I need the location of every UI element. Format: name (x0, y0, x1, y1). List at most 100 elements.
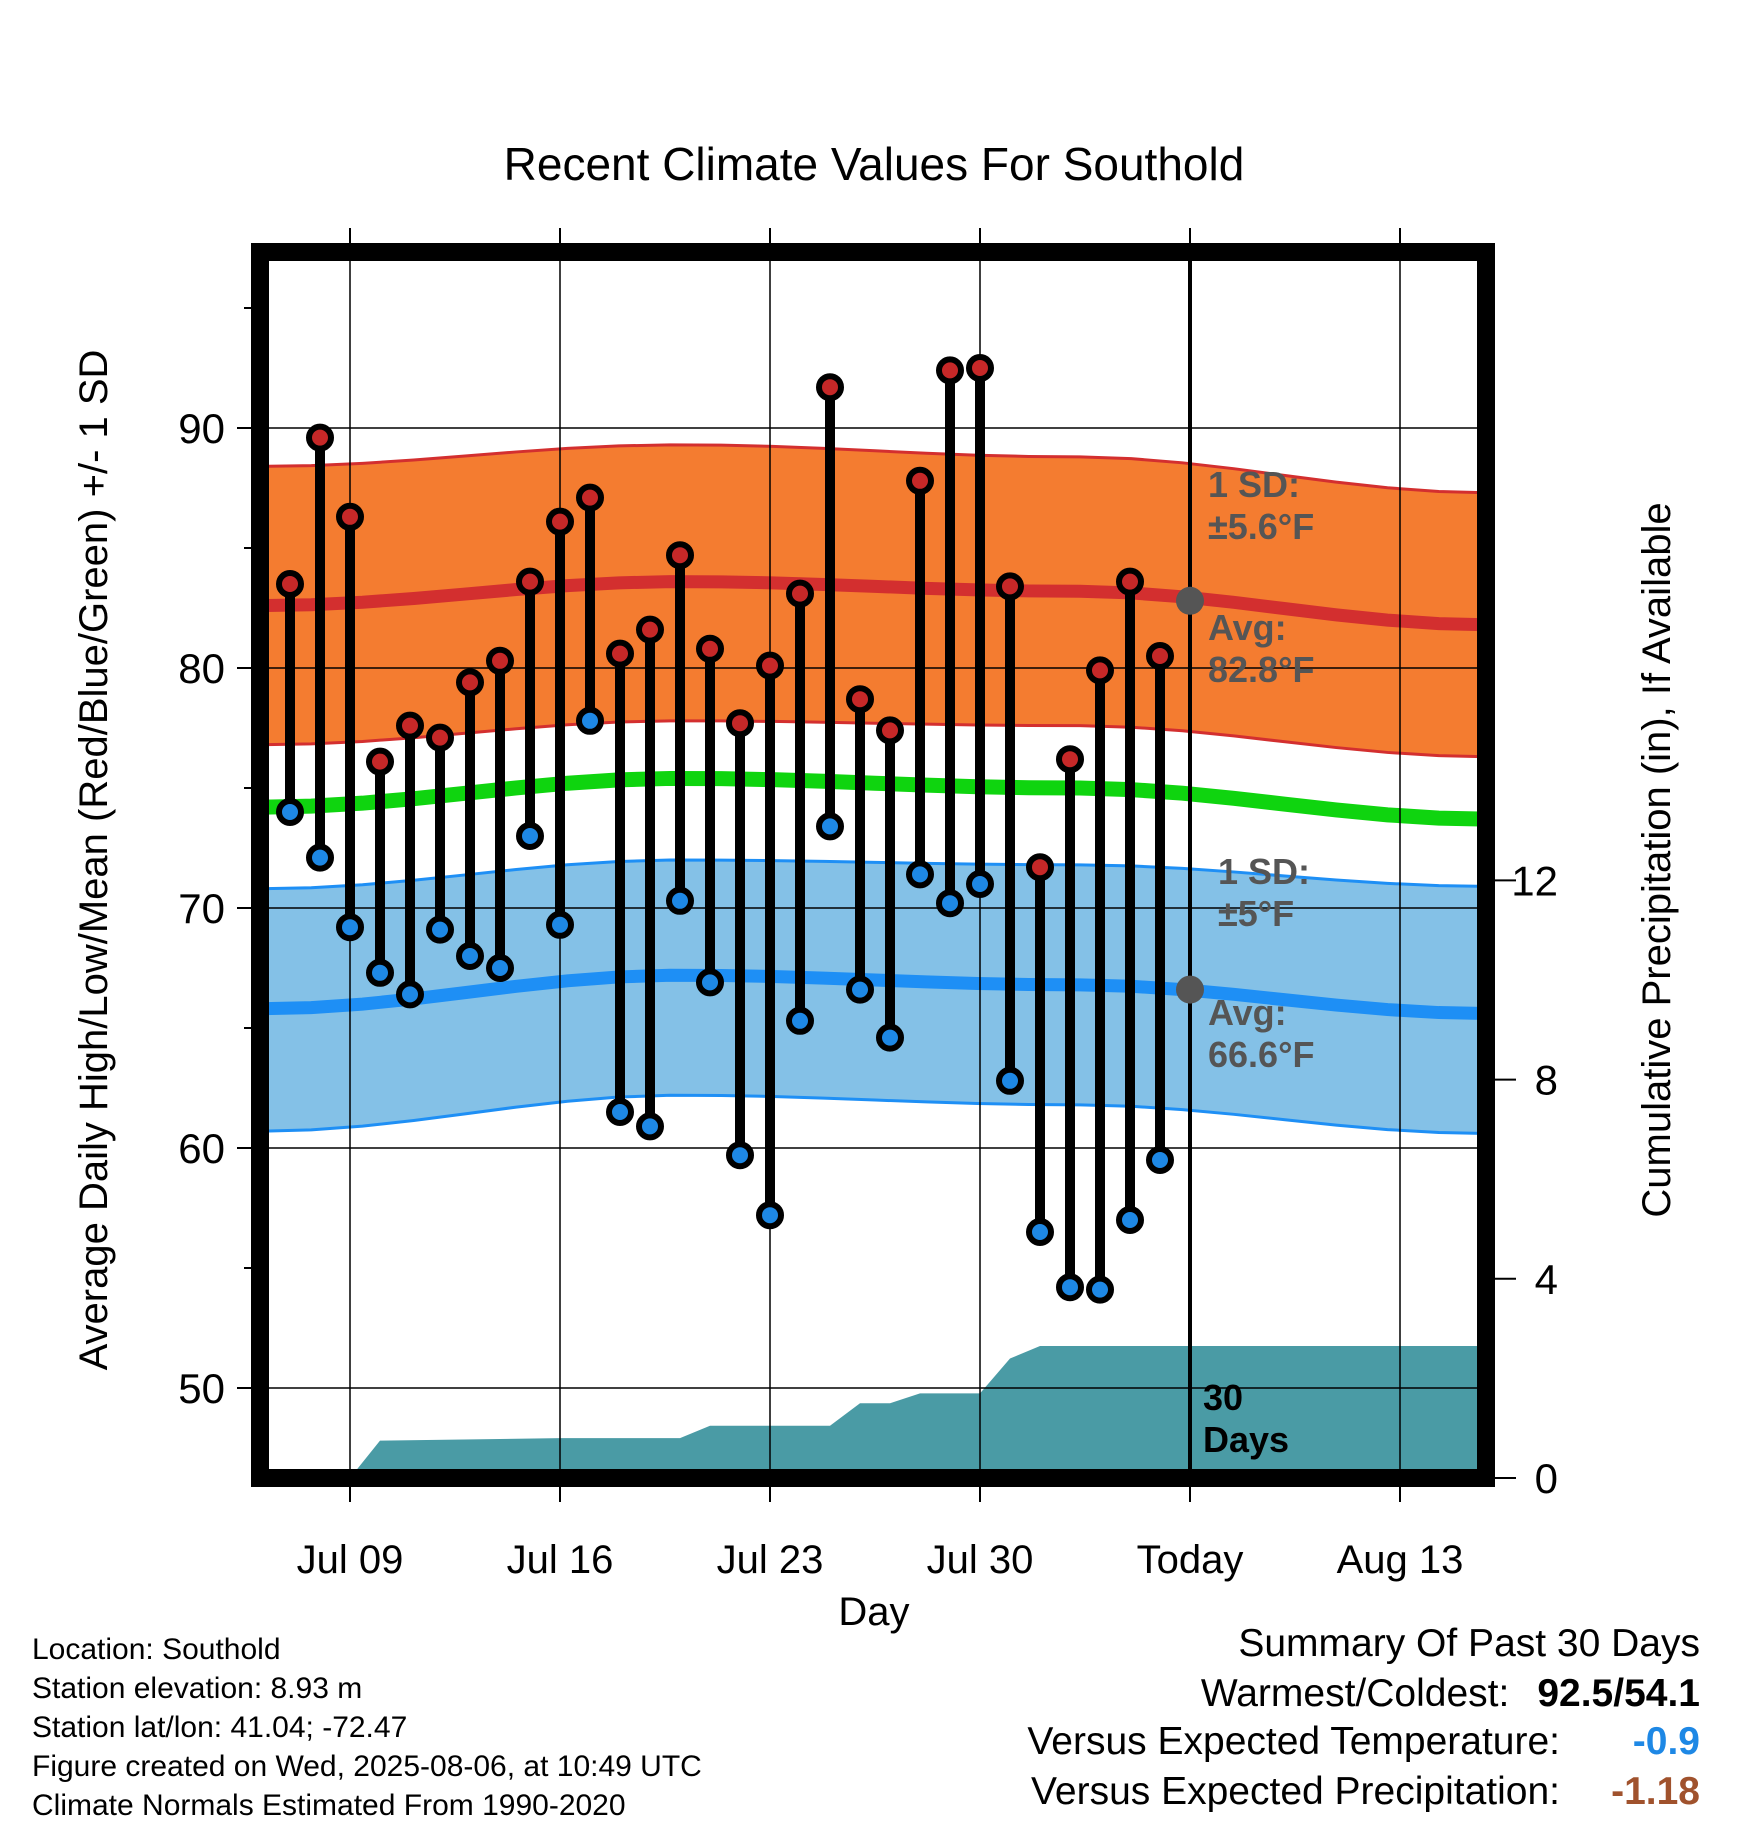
high-point (606, 639, 634, 668)
low-point (306, 843, 334, 872)
low-point (906, 860, 934, 889)
y-tick-label: 50 (178, 1365, 225, 1412)
summary-temp-value: -0.9 (1632, 1720, 1700, 1763)
high-point (306, 423, 334, 452)
low-sd-band-lower-edge (260, 1093, 1486, 1136)
y-tick-label: 80 (178, 645, 225, 692)
y-tick-label: 90 (178, 405, 225, 452)
days-label-1: Days (1203, 1419, 1289, 1460)
high-point (756, 651, 784, 680)
info-created: Figure created on Wed, 2025-08-06, at 10… (32, 1750, 702, 1783)
high-point (996, 572, 1024, 601)
high-point (1056, 745, 1084, 774)
low-point (486, 954, 514, 982)
x-tick-label: Jul 09 (297, 1538, 404, 1582)
info-normals: Climate Normals Estimated From 1990-2020 (32, 1789, 626, 1822)
low-sd-label-0: 1 SD: (1218, 851, 1310, 892)
summary-temp-label: Versus Expected Temperature: (1027, 1720, 1560, 1763)
summary-precip-label: Versus Expected Precipitation: (1031, 1770, 1560, 1813)
y2-axis-label: Cumulative Precipitation (in), If Availa… (1635, 502, 1679, 1217)
summary-warmest-value: 92.5/54.1 (1537, 1672, 1700, 1715)
info-location: Location: Southold (32, 1633, 281, 1666)
low-point (1056, 1273, 1084, 1302)
station-info: Location: Southold Station elevation: 8.… (32, 1630, 702, 1825)
low-avg-label-1: 66.6°F (1208, 1034, 1314, 1075)
low-point (696, 968, 724, 997)
low-point (936, 889, 964, 918)
low-point (396, 980, 424, 1009)
y2-tick-label: 8 (1535, 1057, 1558, 1104)
high-point (906, 466, 934, 495)
x-tick-label: Jul 30 (927, 1538, 1034, 1582)
high-point (876, 716, 904, 745)
low-point (636, 1112, 664, 1141)
plot-frame (251, 243, 1495, 1487)
low-point (336, 913, 364, 942)
high-sd-label-0: 1 SD: (1208, 464, 1300, 505)
low-point (576, 706, 604, 735)
low-point (456, 942, 484, 970)
low-point (966, 870, 994, 898)
high-point (486, 646, 514, 675)
info-latlon: Station lat/lon: 41.04; -72.47 (32, 1711, 408, 1744)
x-tick-label: Jul 16 (507, 1538, 614, 1582)
low-point (366, 958, 394, 987)
high-point (336, 502, 364, 531)
x-tick-label: Aug 13 (1337, 1538, 1464, 1582)
low-point (756, 1201, 784, 1230)
y-tick-label: 70 (178, 885, 225, 932)
high-point (516, 567, 544, 596)
high-sd-band-upper-edge (260, 443, 1486, 495)
high-point (276, 570, 304, 598)
high-point (1146, 642, 1174, 670)
high-point (426, 723, 454, 752)
high-point (846, 685, 874, 714)
today-low-avg-marker (1176, 975, 1204, 1004)
high-point (396, 711, 424, 740)
chart-title: Recent Climate Values For Southold (504, 138, 1245, 190)
low-avg-label-0: Avg: (1208, 992, 1287, 1033)
high-avg-label-1: 82.8°F (1208, 649, 1314, 690)
low-point (606, 1098, 634, 1126)
y2-tick-label: 0 (1535, 1455, 1558, 1502)
low-avg-line (260, 968, 1486, 1021)
y2-tick-label: 4 (1535, 1256, 1558, 1303)
low-point (726, 1141, 754, 1170)
summary-panel: Summary Of Past 30 Days Warmest/Coldest:… (940, 1622, 1700, 1822)
precipitation-area (260, 1346, 1486, 1478)
low-point (546, 910, 574, 939)
high-point (786, 579, 814, 608)
x-tick-label: Jul 23 (717, 1538, 824, 1582)
days-label-0: 30 (1203, 1377, 1243, 1418)
high-avg-line (260, 575, 1486, 632)
high-point (456, 668, 484, 697)
low-point (876, 1023, 904, 1052)
high-point (966, 354, 994, 382)
x-tick-label: Today (1137, 1538, 1244, 1582)
low-point (276, 798, 304, 826)
low-point (516, 822, 544, 850)
high-point (1116, 567, 1144, 596)
summary-title: Summary Of Past 30 Days (1238, 1622, 1700, 1665)
x-axis-label: Day (838, 1590, 909, 1634)
y2-tick-label: 12 (1511, 857, 1558, 904)
high-point (666, 541, 694, 570)
high-point (636, 615, 664, 644)
low-point (786, 1006, 814, 1035)
low-point (1026, 1218, 1054, 1246)
high-point (696, 634, 724, 663)
high-point (1086, 656, 1114, 685)
low-sd-label-1: ±5°F (1218, 893, 1294, 934)
today-high-avg-marker (1176, 586, 1204, 615)
low-point (666, 886, 694, 915)
high-point (1026, 853, 1054, 882)
low-point (816, 812, 844, 841)
y-tick-label: 60 (178, 1125, 225, 1172)
high-sd-label-1: ±5.6°F (1208, 506, 1314, 547)
info-elevation: Station elevation: 8.93 m (32, 1672, 363, 1705)
y-axis-label: Average Daily High/Low/Mean (Red/Blue/Gr… (72, 350, 116, 1371)
high-point (936, 356, 964, 385)
low-point (1086, 1275, 1114, 1304)
low-point (996, 1066, 1024, 1095)
